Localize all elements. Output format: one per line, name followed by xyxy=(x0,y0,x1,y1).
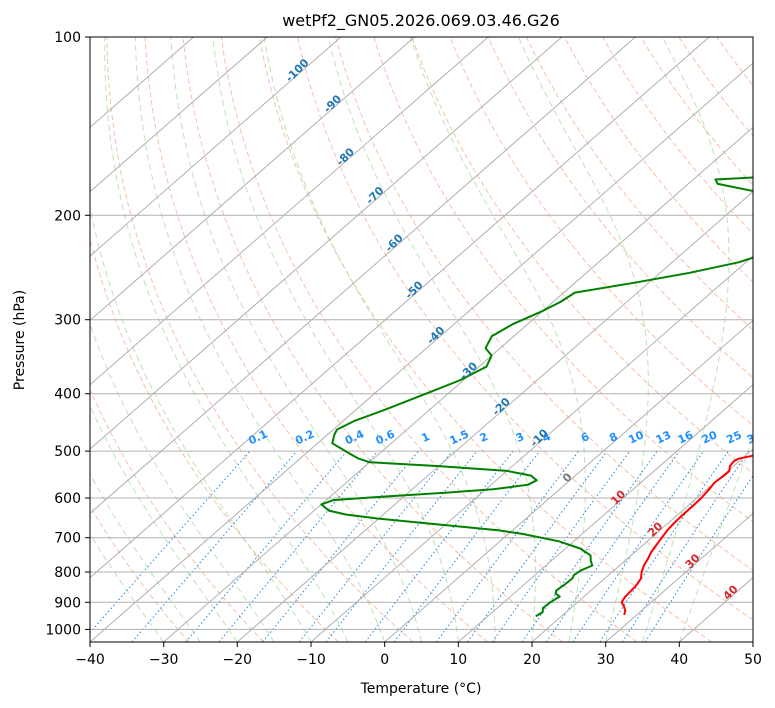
mixing-ratio-line xyxy=(218,450,379,642)
x-tick-label: 40 xyxy=(670,652,688,668)
mixing-ratio-label: 20 xyxy=(700,428,720,446)
isotherm-line xyxy=(90,37,710,579)
moist-adiabat xyxy=(90,204,312,642)
moist-adiabat xyxy=(678,435,753,642)
dry-adiabat xyxy=(755,37,775,642)
temperature-line xyxy=(620,454,753,616)
moist-adiabat xyxy=(90,533,165,642)
mixing-ratio-line xyxy=(364,450,514,642)
isotherm-line xyxy=(90,37,342,257)
y-tick-label: 400 xyxy=(54,387,81,403)
isotherm-line xyxy=(605,512,753,642)
y-axis-label: Pressure (hPa) xyxy=(12,290,28,390)
x-axis-label: Temperature (°C) xyxy=(360,681,482,697)
mixing-ratio-line xyxy=(644,474,753,642)
moist-adiabat xyxy=(90,472,201,642)
moist-adiabat xyxy=(517,37,649,642)
dry-adiabat xyxy=(297,37,753,621)
dry-adiabat xyxy=(258,37,712,642)
plot-background xyxy=(90,37,753,642)
isotherm-line xyxy=(90,62,753,642)
x-tick-label: −20 xyxy=(223,652,253,668)
moist-adiabat xyxy=(263,37,496,642)
isotherm-line xyxy=(236,191,753,642)
x-tick-label: 0 xyxy=(380,652,389,668)
mixing-ratio-line xyxy=(185,450,348,642)
moist-adiabat xyxy=(170,37,422,642)
chart-title: wetPf2_GN05.2026.069.03.46.G26 xyxy=(282,11,560,31)
x-axis-ticks: −40 −30 −20 −10 0 10 20 30 40 50 xyxy=(75,642,762,668)
x-tick-label: 50 xyxy=(744,652,762,668)
dry-adiabat xyxy=(182,37,563,642)
x-tick-label: 20 xyxy=(523,652,541,668)
y-tick-label: 700 xyxy=(54,531,81,547)
mixing-ratio-line xyxy=(491,450,631,642)
mixing-ratio-label: 30 xyxy=(745,428,765,446)
profile-lines xyxy=(320,176,753,618)
mixing-ratio-line xyxy=(325,450,478,642)
x-tick-label: −30 xyxy=(149,652,179,668)
dry-adiabat xyxy=(411,37,753,475)
x-tick-label: 30 xyxy=(597,652,615,668)
isotherm-line xyxy=(90,37,636,515)
mixing-ratio-label: 25 xyxy=(724,428,743,446)
moist-adiabat xyxy=(104,37,349,642)
moist-adiabat xyxy=(212,37,459,642)
moist-adiabat xyxy=(642,37,730,642)
mixing-ratio-line xyxy=(298,450,453,642)
y-tick-label: 900 xyxy=(54,595,81,611)
isotherm-line xyxy=(457,384,753,642)
isotherm-line xyxy=(531,448,753,642)
moist-adiabat xyxy=(90,404,238,642)
dry-adiabat xyxy=(602,37,753,235)
isotherm-line xyxy=(90,37,489,386)
mixing-ratio-line xyxy=(262,450,419,642)
mixing-ratio-line xyxy=(521,450,658,642)
isotherm-line xyxy=(310,255,753,642)
dewpoint-line xyxy=(320,176,753,618)
isotherm-line xyxy=(384,319,753,642)
y-tick-label: 1000 xyxy=(45,622,81,638)
moist-adiabat xyxy=(90,322,275,642)
mixing-ratio-label: 36 xyxy=(765,428,775,446)
isotherm-line xyxy=(752,641,753,642)
moist-adiabat xyxy=(327,37,536,642)
y-tick-label: 500 xyxy=(54,444,81,460)
mixing-ratio-lines xyxy=(90,450,753,642)
plot-frame xyxy=(89,36,754,643)
x-tick-label: 10 xyxy=(449,652,467,668)
mixing-ratio-label: 10 xyxy=(626,428,646,446)
isotherm-line xyxy=(90,37,268,193)
y-tick-label: 600 xyxy=(54,491,81,507)
mixing-ratio-label: 16 xyxy=(676,428,696,446)
dry-adiabat xyxy=(90,388,264,642)
y-tick-label: 100 xyxy=(54,30,81,46)
dry-adiabat xyxy=(525,37,753,331)
isotherm-line xyxy=(163,126,753,642)
y-tick-label: 200 xyxy=(54,208,81,224)
dry-adiabat xyxy=(106,37,414,642)
moist-adiabat xyxy=(409,37,586,642)
dry-adiabat xyxy=(220,37,638,642)
y-axis-ticks: 100 200 300 400 500 600 700 800 900 1000 xyxy=(45,30,90,638)
mixing-ratio-label: 13 xyxy=(654,428,673,446)
mixing-ratio-line xyxy=(467,450,608,642)
dry-adiabat xyxy=(335,37,753,572)
moist-adiabat xyxy=(134,37,386,642)
isotherm-line xyxy=(90,37,415,322)
mixing-ratio-line xyxy=(572,450,705,642)
moist-adiabats xyxy=(90,37,753,642)
isotherm-line xyxy=(90,37,563,450)
x-tick-label: −10 xyxy=(296,652,326,668)
x-tick-label: −40 xyxy=(75,652,105,668)
y-tick-label: 800 xyxy=(54,565,81,581)
y-tick-label: 300 xyxy=(54,313,81,329)
dry-adiabat xyxy=(373,37,753,523)
dry-adiabat xyxy=(563,37,753,283)
isotherm-grid xyxy=(90,37,753,642)
